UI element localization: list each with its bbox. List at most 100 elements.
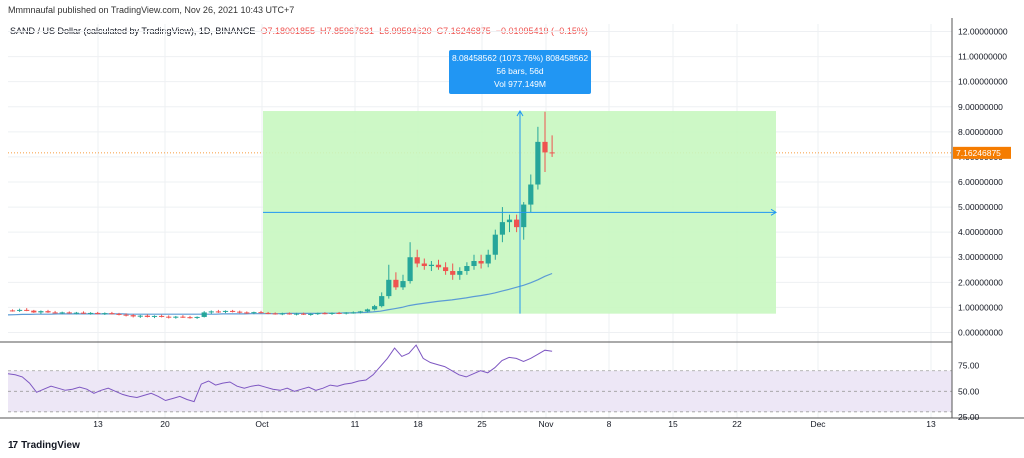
rsi-tick-label: 50.00 xyxy=(958,386,980,396)
candle-body xyxy=(173,316,179,318)
rsi-line xyxy=(7,344,553,403)
candle-body xyxy=(137,315,143,317)
candle-body xyxy=(66,312,72,314)
candle-body xyxy=(251,312,257,314)
candle-body xyxy=(230,310,236,312)
candle xyxy=(251,311,257,315)
candle-body xyxy=(393,279,399,288)
candle-body xyxy=(407,257,413,282)
candle xyxy=(457,267,463,280)
candle-body xyxy=(357,311,363,313)
candle-body xyxy=(123,314,129,316)
y-tick-label: 9.00000000 xyxy=(958,102,1003,112)
candle xyxy=(350,311,356,314)
candle xyxy=(201,311,207,318)
y-tick-label: 11.00000000 xyxy=(958,52,1007,62)
candle xyxy=(372,304,378,311)
candle xyxy=(222,310,229,314)
candle-body xyxy=(293,313,300,315)
candle xyxy=(80,311,87,314)
x-tick-label: 11 xyxy=(351,419,360,429)
candle-body xyxy=(102,313,108,315)
y-tick-label: 10.00000000 xyxy=(958,77,1008,87)
candle xyxy=(379,292,385,308)
candle-body xyxy=(222,310,229,312)
candle xyxy=(386,264,392,299)
candle xyxy=(322,312,328,315)
candle-body xyxy=(308,313,314,315)
x-tick-label: 13 xyxy=(93,419,103,429)
symbol-legend: SAND / US Dollar (calculated by TradingV… xyxy=(10,26,588,36)
candle-body xyxy=(31,310,37,313)
candle-body xyxy=(315,313,321,315)
y-tick-label: 4.00000000 xyxy=(958,227,1003,237)
candle-body xyxy=(464,266,470,272)
measure-tooltip: 8.08458562 (1073.76%) 808458562 56 bars,… xyxy=(449,50,591,94)
candle-body xyxy=(215,311,221,313)
candle xyxy=(17,308,23,312)
candle xyxy=(506,214,513,233)
candle-body xyxy=(450,271,456,275)
candle xyxy=(435,259,442,270)
candle-body xyxy=(435,264,442,268)
x-tick-label: 15 xyxy=(668,419,678,429)
candle-body xyxy=(95,312,101,314)
candle-body xyxy=(443,267,449,272)
measure-line-1: 8.08458562 (1073.76%) 808458562 xyxy=(452,53,588,63)
candle xyxy=(52,310,58,314)
rsi-band xyxy=(8,370,952,413)
x-tick-label: 25 xyxy=(477,419,487,429)
candle-body xyxy=(499,222,505,235)
candle xyxy=(471,254,477,270)
candle xyxy=(521,202,527,240)
x-tick-label: 20 xyxy=(160,419,170,429)
candle-body xyxy=(301,313,307,315)
candle-body xyxy=(130,315,136,317)
candle-body xyxy=(336,312,342,314)
candle xyxy=(208,310,214,314)
candle-body xyxy=(187,317,193,319)
candle-body xyxy=(506,219,513,223)
candle xyxy=(24,308,30,312)
candle xyxy=(301,312,307,315)
y-tick-label: 1.00000000 xyxy=(958,302,1003,312)
candle xyxy=(244,311,250,314)
candle-body xyxy=(492,234,498,255)
candle-body xyxy=(38,311,44,313)
candle-body xyxy=(279,313,285,315)
measure-line-2: 56 bars, 56d xyxy=(496,66,544,76)
candle xyxy=(478,254,484,269)
candle xyxy=(450,263,456,280)
candle-body xyxy=(45,311,51,313)
measure-line-3: Vol 977.149M xyxy=(494,79,546,89)
candle xyxy=(66,311,72,314)
candle xyxy=(279,312,285,316)
candle-body xyxy=(457,271,463,275)
candle xyxy=(31,309,37,313)
candle-body xyxy=(166,316,172,318)
candle xyxy=(258,310,264,314)
rsi-tick-label: 25.00 xyxy=(958,412,980,422)
candle-body xyxy=(9,310,16,312)
candle-body xyxy=(521,204,527,228)
close-value: C7.16246875 xyxy=(436,26,491,36)
candle xyxy=(528,174,534,213)
candle-body xyxy=(322,313,328,315)
candle xyxy=(343,312,349,315)
candle-body xyxy=(17,309,23,311)
candle-body xyxy=(542,141,548,153)
candle xyxy=(535,126,541,190)
candle xyxy=(9,309,16,312)
candle-body xyxy=(400,281,406,288)
candle xyxy=(315,312,321,315)
candle-body xyxy=(379,296,385,307)
candle-body xyxy=(244,312,250,314)
candle xyxy=(187,315,193,319)
candle-body xyxy=(80,312,87,314)
candle xyxy=(542,111,548,172)
candle xyxy=(173,315,179,319)
y-tick-label: 12.00000000 xyxy=(958,27,1008,37)
candle xyxy=(549,135,555,157)
candle-body xyxy=(329,312,335,314)
